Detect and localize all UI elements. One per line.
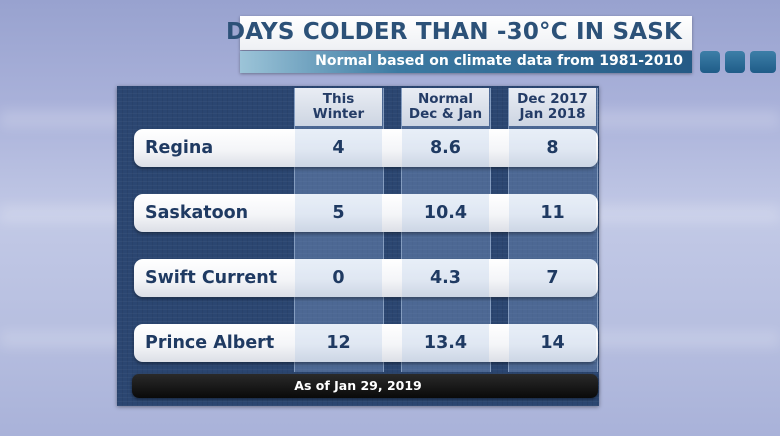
cell-last-year: 11 (540, 203, 565, 223)
decorative-square-icon (750, 51, 776, 73)
title-banner: DAYS COLDER THAN -30°C IN SASK (226, 16, 692, 50)
column-header-line1: Normal (417, 91, 474, 107)
cell-normal: 10.4 (423, 203, 468, 223)
column-header-line2: Jan 2018 (519, 106, 586, 122)
table-row-saskatoon (134, 194, 598, 232)
row-label-city: Saskatoon (145, 203, 249, 223)
row-label-city: Swift Current (145, 268, 278, 288)
decorative-square-icon (725, 51, 745, 73)
table-row-prince-albert (134, 324, 598, 362)
subtitle-banner: Normal based on climate data from 1981-2… (240, 51, 692, 73)
cell-last-year: 8 (546, 138, 559, 158)
cell-tint (295, 324, 382, 362)
page-title: DAYS COLDER THAN -30°C IN SASK (225, 19, 682, 45)
footer-date-note: As of Jan 29, 2019 (294, 378, 422, 393)
footer-bar (132, 374, 598, 398)
column-header-last-year: Dec 2017 Jan 2018 (509, 88, 596, 126)
cell-tint (295, 259, 382, 297)
cell-tint (509, 194, 596, 232)
table-row-regina (134, 129, 598, 167)
cell-this-winter: 0 (332, 268, 345, 288)
cell-normal: 13.4 (423, 333, 468, 353)
column-header-line2: Dec & Jan (408, 106, 483, 122)
page-subtitle: Normal based on climate data from 1981-2… (315, 53, 683, 69)
column-header-this-winter: This Winter (295, 88, 382, 126)
row-label-city: Regina (145, 138, 214, 158)
cell-tint (402, 129, 489, 167)
cell-normal: 4.3 (429, 268, 461, 288)
cell-this-winter: 4 (332, 138, 345, 158)
cell-tint (402, 194, 489, 232)
column-header-line2: Winter (312, 106, 365, 122)
column-header-line1: Dec 2017 (517, 91, 588, 107)
decorative-square-icon (700, 51, 720, 73)
table-row-swift-current (134, 259, 598, 297)
cell-tint (295, 194, 382, 232)
cell-tint (402, 324, 489, 362)
cell-tint (509, 259, 596, 297)
cell-this-winter: 5 (332, 203, 345, 223)
cell-tint (402, 259, 489, 297)
cell-normal: 8.6 (429, 138, 461, 158)
cell-tint (509, 324, 596, 362)
column-header-line1: This (322, 91, 355, 107)
cell-tint (295, 129, 382, 167)
cell-last-year: 7 (546, 268, 559, 288)
cell-last-year: 14 (540, 333, 565, 353)
column-header-normal: Normal Dec & Jan (402, 88, 489, 126)
row-label-city: Prince Albert (145, 333, 275, 353)
cell-this-winter: 12 (326, 333, 351, 353)
cell-tint (509, 129, 596, 167)
